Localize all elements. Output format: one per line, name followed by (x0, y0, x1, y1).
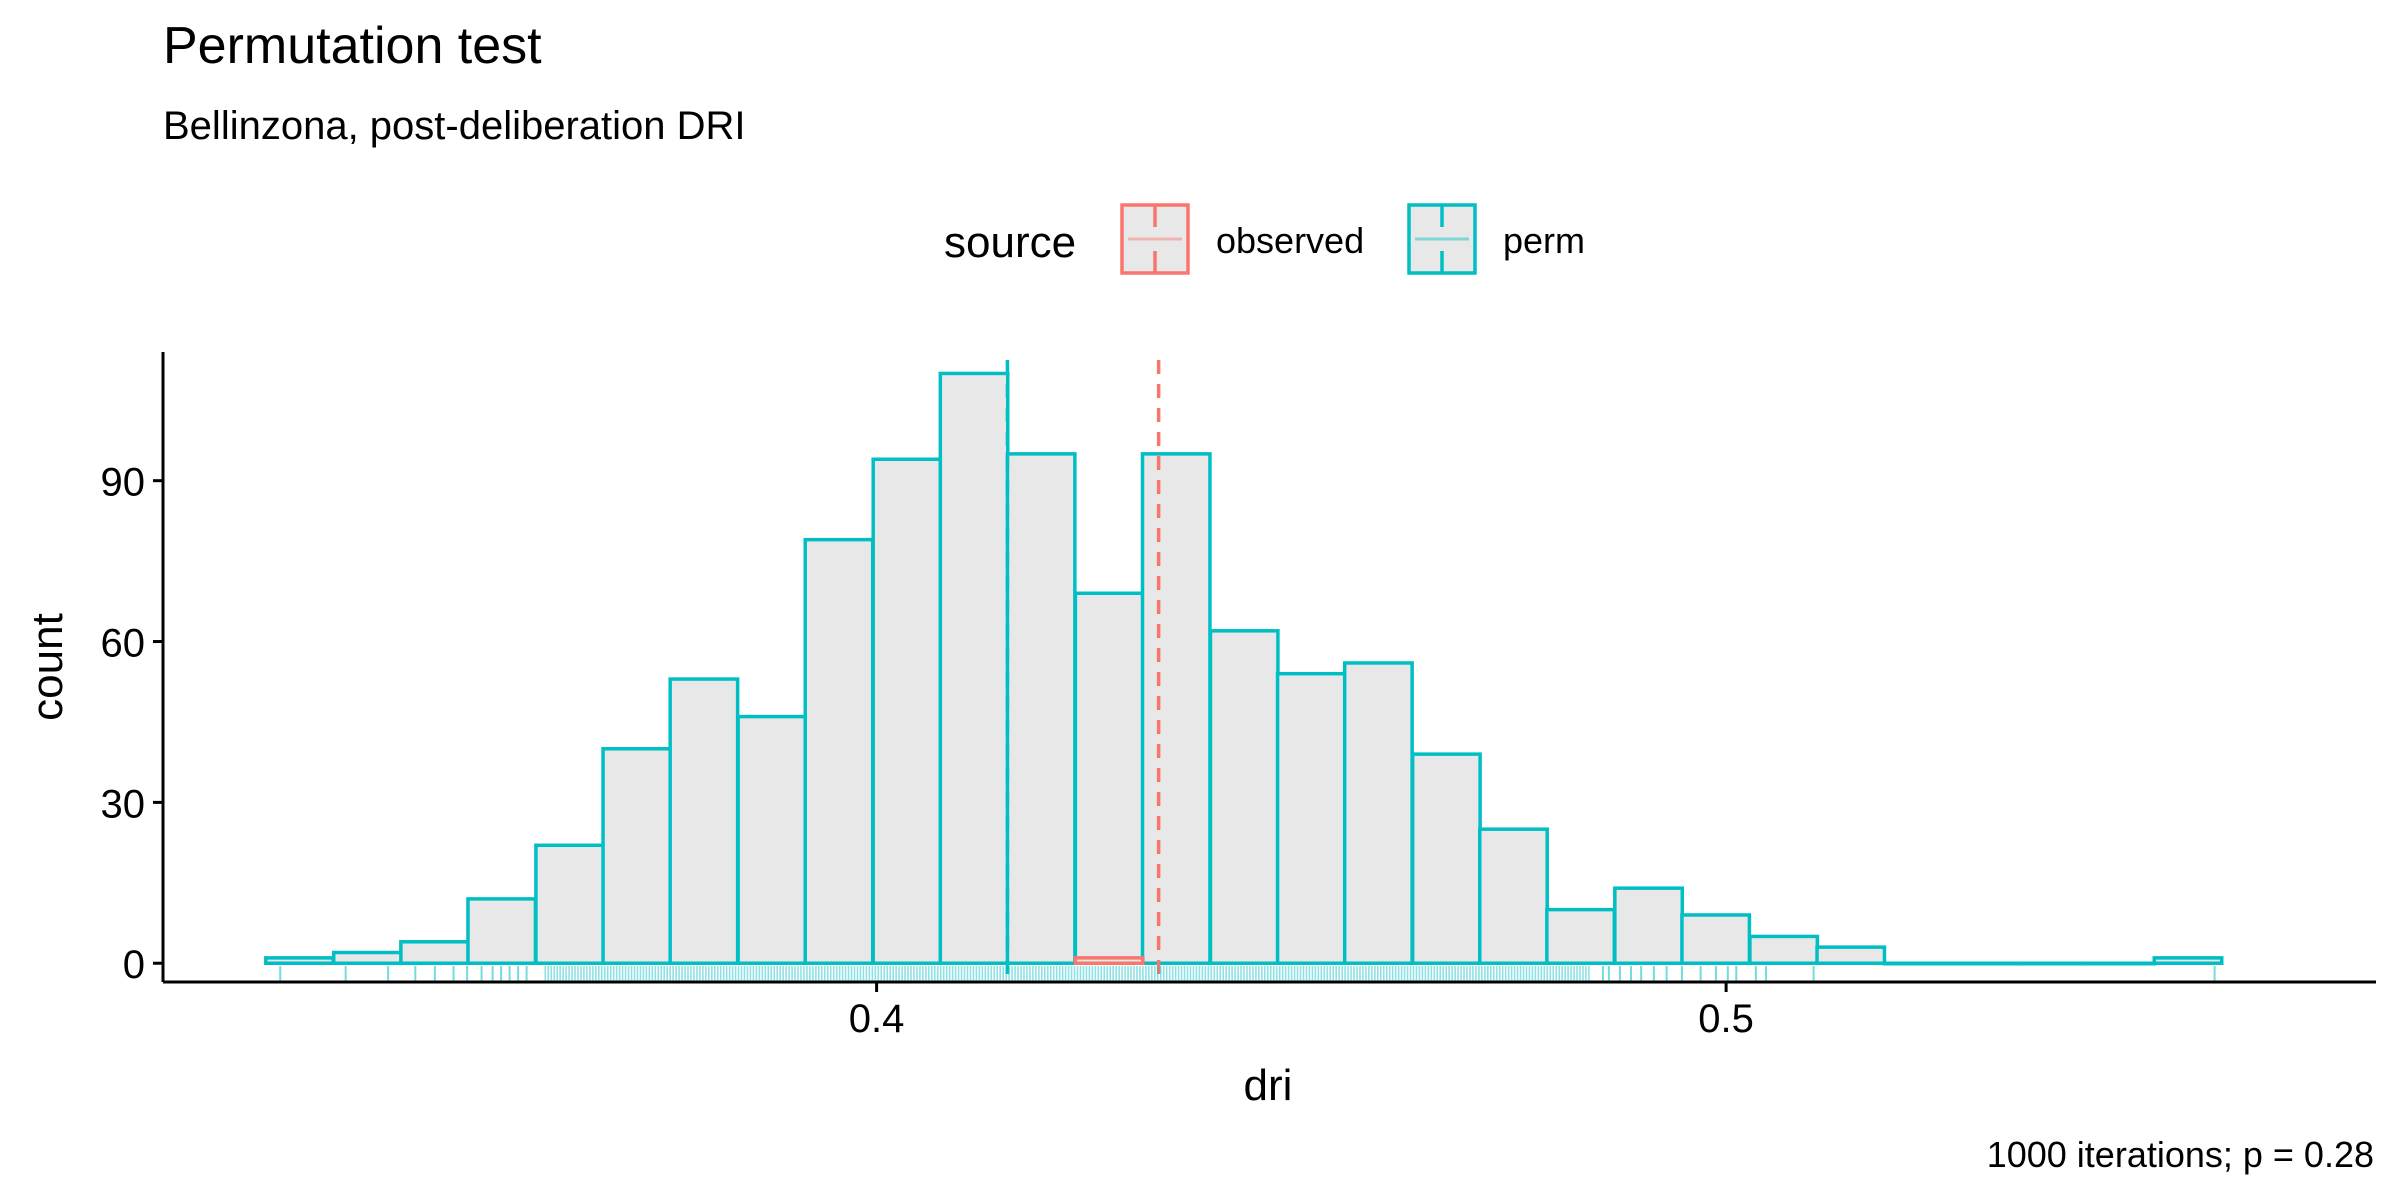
perm-bar-17 (1410, 752, 1482, 965)
legend-label-observed: observed (1216, 220, 1364, 261)
plot-area: 0 30 60 90 0.4 0.5 (101, 352, 2376, 1041)
perm-bar-6 (668, 677, 740, 965)
y-tick-label-3: 90 (101, 461, 146, 505)
perm-bar-20 (1613, 886, 1685, 965)
x-axis-label: dri (1244, 1061, 1293, 1110)
perm-bar-18 (1478, 827, 1549, 965)
y-tick-label-1: 30 (101, 782, 146, 826)
legend: source observed perm (944, 203, 1585, 275)
perm-bar-13 (1140, 452, 1212, 965)
perm-bar-5 (601, 747, 673, 965)
perm-bar-2 (399, 940, 471, 965)
perm-bar-0 (264, 956, 335, 965)
perm-bar-8 (803, 537, 875, 965)
observed-bar-0 (1073, 956, 1145, 965)
perm-bar-19 (1545, 907, 1617, 965)
perm-bar-3 (466, 897, 538, 965)
perm-bar-15 (1275, 671, 1347, 965)
perm-bar-22 (1748, 934, 1820, 965)
chart-title: Permutation test (163, 17, 542, 75)
y-axis-label: count (23, 613, 72, 721)
legend-label-perm: perm (1503, 220, 1585, 261)
perm-bar-21 (1680, 913, 1752, 965)
chart-caption: 1000 iterations; p = 0.28 (1987, 1134, 2374, 1175)
legend-title: source (944, 218, 1076, 267)
perm-bar-27 (2085, 961, 2157, 966)
perm-bar-28 (2152, 956, 2224, 965)
chart-subtitle: Bellinzona, post-deliberation DRI (163, 104, 746, 148)
perm-bar-26 (2017, 961, 2089, 966)
perm-bar-12 (1073, 591, 1145, 965)
x-tick-label-0: 0.4 (849, 997, 905, 1041)
x-tick-label-1: 0.5 (1698, 997, 1754, 1041)
perm-bar-23 (1815, 945, 1887, 965)
y-tick-label-2: 60 (101, 622, 146, 666)
perm-bar-24 (1882, 961, 1954, 966)
perm-bar-11 (1005, 452, 1077, 965)
legend-key-observed (1120, 203, 1190, 275)
perm-bar-4 (534, 843, 606, 965)
legend-key-perm (1407, 203, 1477, 275)
perm-bar-7 (736, 714, 808, 965)
perm-bar-14 (1208, 629, 1280, 965)
perm-bar-10 (938, 371, 1010, 965)
perm-bar-25 (1950, 961, 2022, 966)
y-tick-label-0: 0 (123, 943, 145, 987)
perm-bar-9 (871, 457, 943, 965)
perm-bar-16 (1342, 661, 1414, 965)
perm-bar-1 (332, 950, 403, 965)
